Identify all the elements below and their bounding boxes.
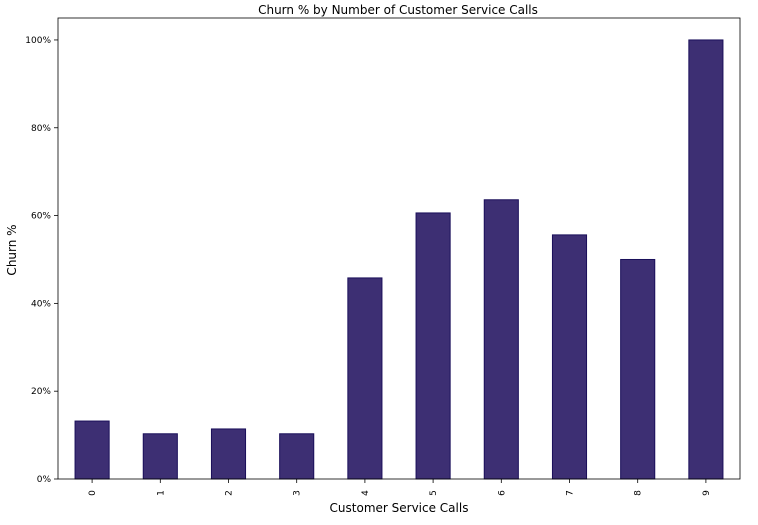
bar-7 <box>551 234 588 480</box>
y-axis-label: Churn % <box>5 224 19 275</box>
y-tick-label: 20% <box>31 387 51 397</box>
y-tick-label: 0% <box>37 475 52 485</box>
x-tick-label: 3 <box>293 490 303 496</box>
x-tick-label: 7 <box>566 490 576 496</box>
bar-1 <box>142 433 178 480</box>
x-tick-label: 1 <box>156 490 166 496</box>
y-tick-label: 40% <box>31 299 51 309</box>
x-tick-label: 5 <box>429 490 439 496</box>
bar-6 <box>483 199 519 480</box>
x-tick-label: 6 <box>497 490 507 496</box>
x-axis-ticks: 0 1 2 3 4 5 6 7 8 9 <box>88 479 712 496</box>
plot-frame <box>57 17 741 480</box>
y-tick-label: 60% <box>31 212 51 222</box>
bar-8 <box>620 258 656 480</box>
bar-4 <box>347 277 383 480</box>
x-tick-label: 2 <box>225 490 235 496</box>
x-tick-label: 0 <box>88 490 98 496</box>
bar-9 <box>688 39 724 480</box>
x-tick-label: 4 <box>361 490 371 496</box>
x-axis-label: Customer Service Calls <box>330 501 469 515</box>
bar-0 <box>74 420 110 480</box>
bar-3 <box>279 433 315 480</box>
x-tick-label: 8 <box>634 490 644 496</box>
bar-2 <box>210 428 247 480</box>
x-tick-label: 9 <box>702 490 712 496</box>
bar-5 <box>415 212 451 480</box>
y-axis-ticks: 0% 20% 40% 60% 80% 100% <box>25 36 58 485</box>
y-tick-label: 80% <box>31 124 51 134</box>
chart-title: Churn % by Number of Customer Service Ca… <box>258 3 538 17</box>
bars-group <box>74 39 724 480</box>
y-tick-label: 100% <box>25 36 51 46</box>
